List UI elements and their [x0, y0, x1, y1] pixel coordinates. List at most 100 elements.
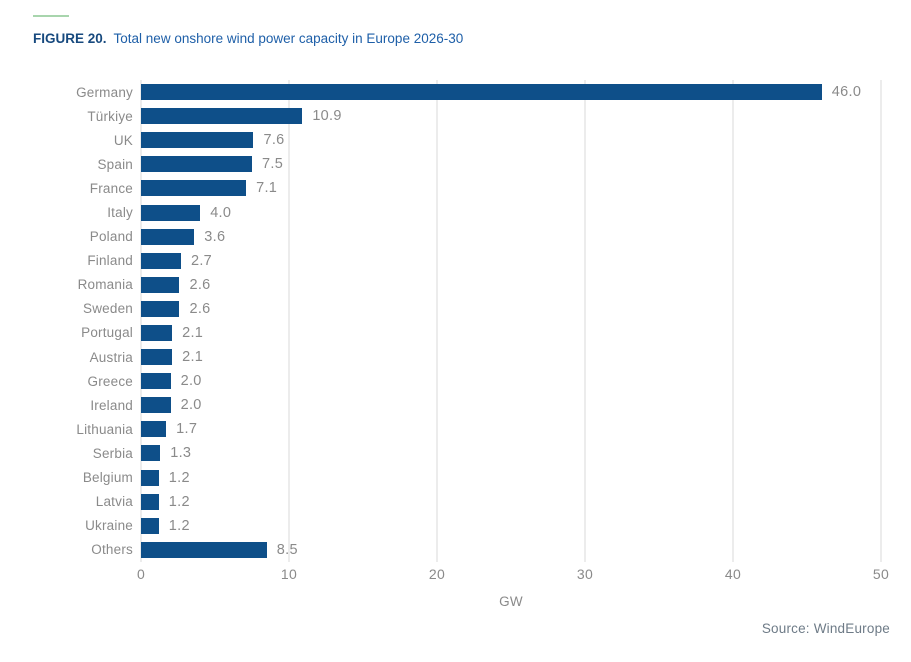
category-label: Latvia — [95, 494, 133, 510]
category-label: Portugal — [81, 325, 133, 341]
bar — [141, 228, 195, 245]
bar-track: 2.1 — [141, 349, 881, 366]
bar-row: Germany 46.0 — [33, 80, 881, 104]
figure-caption: Total new onshore wind power capacity in… — [113, 31, 464, 46]
category-label: Poland — [89, 229, 133, 245]
bar-row: Others 8.5 — [33, 538, 881, 562]
gridline — [584, 80, 586, 562]
x-axis-label: GW — [499, 594, 523, 609]
bar-chart: Germany 46.0 Türkiye 10.9 UK 7.6 Spain 7.5 Franc… — [33, 80, 889, 620]
value-label: 8.5 — [276, 541, 298, 558]
value-label: 1.2 — [168, 469, 190, 486]
bar — [141, 156, 252, 173]
value-label: 2.0 — [180, 397, 202, 414]
x-tick-label: 20 — [428, 566, 446, 582]
value-label: 7.5 — [262, 156, 284, 173]
category-label: Others — [91, 542, 133, 558]
bar — [141, 349, 173, 366]
category-label: France — [89, 180, 133, 196]
bar-track: 2.0 — [141, 373, 881, 390]
bar — [141, 445, 161, 462]
bar-track: 3.6 — [141, 228, 881, 245]
bar — [141, 493, 159, 510]
value-label: 7.6 — [263, 132, 285, 149]
gridline — [436, 80, 438, 562]
value-label: 2.0 — [180, 373, 202, 390]
category-label: Finland — [87, 253, 133, 269]
category-label: Lithuania — [76, 421, 133, 437]
bar-track: 7.1 — [141, 180, 881, 197]
bar-track: 2.6 — [141, 276, 881, 293]
bar-track: 46.0 — [141, 84, 881, 101]
bar — [141, 276, 180, 293]
category-label: Ireland — [90, 397, 133, 413]
category-label: Ukraine — [85, 518, 133, 534]
bar-row: Ukraine 1.2 — [33, 514, 881, 538]
bar-track: 1.2 — [141, 493, 881, 510]
bar-track: 2.6 — [141, 300, 881, 317]
bar-track: 7.6 — [141, 132, 881, 149]
bar-row: Poland 3.6 — [33, 225, 881, 249]
bar-row: Sweden 2.6 — [33, 297, 881, 321]
bar — [141, 204, 201, 221]
bar-row: UK 7.6 — [33, 128, 881, 152]
bar-row: Latvia 1.2 — [33, 490, 881, 514]
category-label: Spain — [97, 156, 133, 172]
bar-row: Romania 2.6 — [33, 273, 881, 297]
source-note: Source: WindEurope — [761, 621, 890, 636]
bar — [141, 300, 180, 317]
bar-rows: Germany 46.0 Türkiye 10.9 UK 7.6 Spain 7.5 Franc… — [33, 80, 881, 562]
x-tick-label: 30 — [576, 566, 594, 582]
bar — [141, 397, 171, 414]
value-label: 2.1 — [182, 324, 204, 341]
figure-title: FIGURE 20. Total new onshore wind power c… — [33, 31, 463, 46]
category-label: Italy — [107, 205, 133, 221]
bar-row: Türkiye 10.9 — [33, 104, 881, 128]
x-tick-label: 0 — [136, 566, 146, 582]
value-label: 4.0 — [210, 204, 232, 221]
value-label: 2.7 — [190, 252, 213, 269]
bar-row: Austria 2.1 — [33, 345, 881, 369]
category-label: Sweden — [83, 301, 133, 317]
accent-line — [33, 15, 69, 17]
x-tick-label: 50 — [872, 566, 890, 582]
value-label: 46.0 — [831, 84, 862, 101]
value-label: 1.2 — [168, 517, 190, 534]
bar — [141, 541, 267, 558]
bar-track: 7.5 — [141, 156, 881, 173]
bar-row: Belgium 1.2 — [33, 466, 881, 490]
gridline — [288, 80, 290, 562]
value-label: 7.1 — [256, 180, 278, 197]
bar-row: Finland 2.7 — [33, 249, 881, 273]
bar-track: 1.7 — [141, 421, 881, 438]
gridline — [140, 80, 142, 562]
bar-row: Lithuania 1.7 — [33, 417, 881, 441]
bar — [141, 517, 159, 534]
category-label: Austria — [89, 349, 133, 365]
category-label: Serbia — [92, 445, 133, 461]
bar-track: 1.3 — [141, 445, 881, 462]
category-label: Greece — [87, 373, 133, 389]
bar — [141, 469, 159, 486]
bar-row: Portugal 2.1 — [33, 321, 881, 345]
bar-track: 8.5 — [141, 541, 881, 558]
plot-gridlines — [140, 80, 882, 562]
x-axis: 0 10 20 30 40 50 — [137, 566, 889, 584]
gridline — [880, 80, 882, 562]
bar-track: 2.0 — [141, 397, 881, 414]
bar-row: Greece 2.0 — [33, 369, 881, 393]
bar-row: Spain 7.5 — [33, 152, 881, 176]
bar-track: 10.9 — [141, 108, 881, 125]
value-label: 1.3 — [170, 445, 192, 462]
bar — [141, 421, 167, 438]
bar — [141, 132, 254, 149]
bar-track: 2.1 — [141, 324, 881, 341]
value-label: 2.1 — [182, 349, 204, 366]
value-label: 2.6 — [189, 276, 211, 293]
bar-row: France 7.1 — [33, 176, 881, 200]
gridline — [732, 80, 734, 562]
bar-track: 1.2 — [141, 469, 881, 486]
x-tick-label: 10 — [280, 566, 298, 582]
bar — [141, 108, 303, 125]
